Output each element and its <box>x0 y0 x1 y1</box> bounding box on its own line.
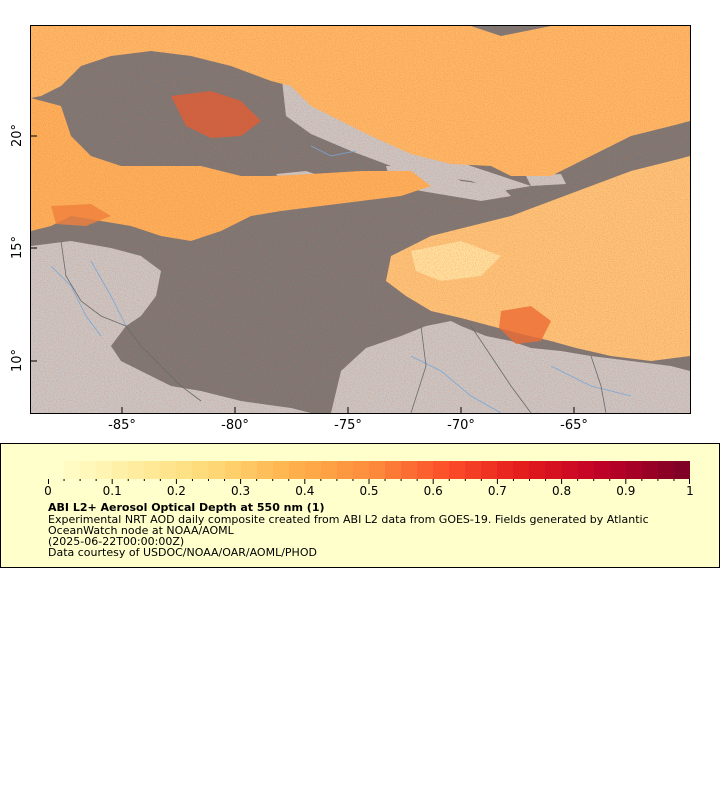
colorbar-swatch <box>128 461 145 479</box>
legend-date: (2025-06-22T00:00:00Z) <box>48 535 185 548</box>
lon-label-75w: -75° <box>334 418 362 433</box>
colorbar-swatch <box>384 461 402 479</box>
legend-description-continued: OceanWatch node at NOAA/AOML <box>48 524 234 537</box>
colorbar-tick-label: 0.8 <box>552 484 572 498</box>
colorbar-tick-label: 0.3 <box>231 484 251 498</box>
colorbar-swatch <box>529 461 546 479</box>
colorbar-swatch <box>368 461 385 479</box>
colorbar-swatch <box>577 461 594 479</box>
colorbar-ticks <box>48 479 690 484</box>
colorbar-tick-label: 0.7 <box>487 484 507 498</box>
colorbar-swatch <box>561 461 578 479</box>
colorbar-swatch <box>320 461 337 479</box>
colorbar-tick-label: 0.9 <box>616 484 636 498</box>
lon-label-65w: -65° <box>560 418 588 433</box>
colorbar-swatch <box>256 461 273 479</box>
colorbar-tick-label: 0.5 <box>359 484 379 498</box>
lat-label-10: 10° <box>10 348 26 373</box>
colorbar <box>48 461 690 479</box>
colorbar-tick-label: 0.1 <box>102 484 122 498</box>
country-borders <box>60 240 607 413</box>
colorbar-swatch <box>401 461 418 479</box>
legend-title: ABI L2+ Aerosol Optical Depth at 550 nm … <box>48 501 325 514</box>
colorbar-swatch <box>625 461 642 479</box>
colorbar-swatch <box>304 461 321 479</box>
colorbar-swatch <box>64 461 81 479</box>
colorbar-swatch <box>545 461 562 479</box>
colorbar-swatch <box>417 461 434 479</box>
colorbar-swatch <box>593 461 610 479</box>
map-panel <box>30 25 691 414</box>
colorbar-swatch <box>112 461 129 479</box>
colorbar-tick-label: 1 <box>686 484 694 498</box>
colorbar-tick-label: 0.2 <box>166 484 186 498</box>
colorbar-swatch <box>96 461 113 479</box>
colorbar-swatch <box>336 461 353 479</box>
map-tick-marks <box>31 135 575 413</box>
legend-description: Experimental NRT AOD daily composite cre… <box>48 513 649 526</box>
colorbar-swatch <box>513 461 530 479</box>
colorbar-swatch <box>80 461 97 479</box>
lon-label-85w: -85° <box>108 418 136 433</box>
colorbar-tick-label: 0.6 <box>423 484 443 498</box>
colorbar-swatch <box>433 461 450 479</box>
colorbar-swatch <box>208 461 225 479</box>
colorbar-swatch <box>449 461 466 479</box>
colorbar-swatch <box>352 461 369 479</box>
lat-label-15: 15° <box>10 235 26 260</box>
colorbar-swatch <box>272 461 289 479</box>
aod-speckle-texture <box>31 26 690 413</box>
legend-panel: ABI L2+ Aerosol Optical Depth at 550 nm … <box>0 443 720 568</box>
lat-label-20: 20° <box>10 123 26 148</box>
colorbar-swatch <box>481 461 498 479</box>
colorbar-swatch <box>48 461 65 479</box>
colorbar-swatch <box>192 461 209 479</box>
legend-credit: Data courtesy of USDOC/NOAA/OAR/AOML/PHO… <box>48 546 317 559</box>
lon-label-80w: -80° <box>221 418 249 433</box>
colorbar-swatch <box>497 461 514 479</box>
colorbar-swatch <box>288 461 305 479</box>
aod-map <box>31 26 690 413</box>
lon-label-70w: -70° <box>447 418 475 433</box>
colorbar-tick-label: 0 <box>44 484 52 498</box>
colorbar-swatch <box>176 461 193 479</box>
colorbar-swatch <box>160 461 177 479</box>
colorbar-swatch <box>465 461 482 479</box>
colorbar-swatch <box>144 461 161 479</box>
colorbar-tick-label: 0.4 <box>295 484 315 498</box>
aod-field <box>31 26 690 413</box>
colorbar-swatch <box>224 461 241 479</box>
colorbar-swatch <box>240 461 257 479</box>
colorbar-swatch <box>673 461 690 479</box>
colorbar-swatch <box>609 461 626 479</box>
colorbar-swatch <box>657 461 674 479</box>
colorbar-swatch <box>641 461 658 479</box>
